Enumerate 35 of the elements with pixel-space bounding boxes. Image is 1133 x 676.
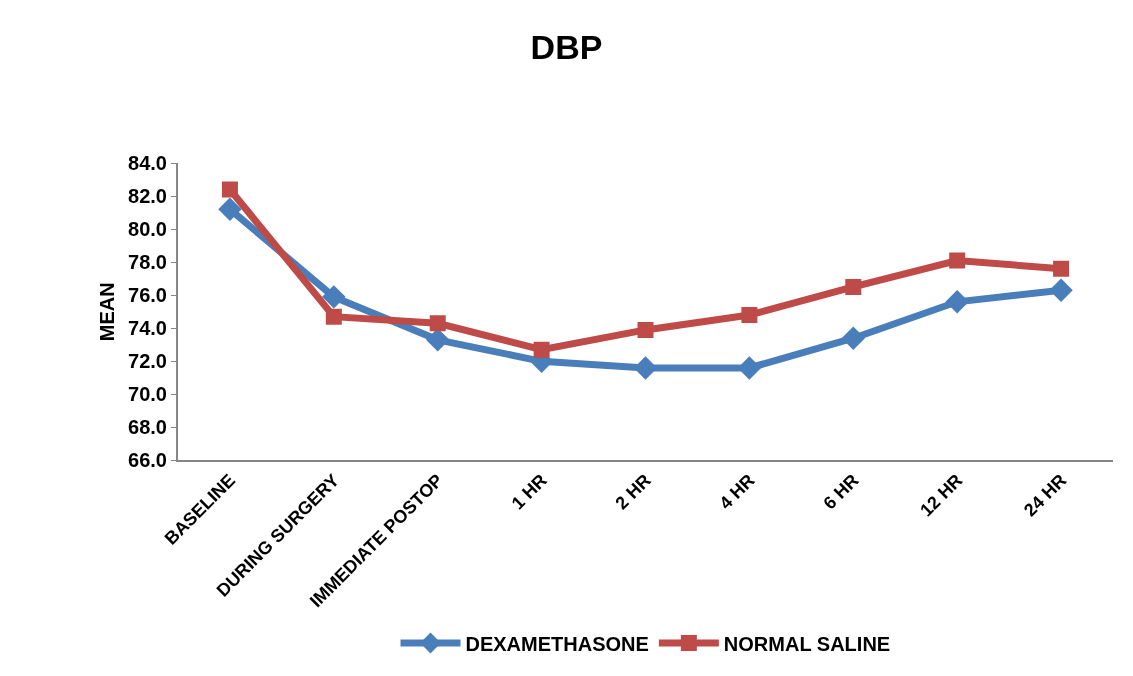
point <box>322 285 346 309</box>
legend-label: NORMAL SALINE <box>723 632 891 655</box>
point <box>945 290 969 314</box>
point <box>845 278 862 295</box>
point <box>218 197 242 221</box>
y-tick-label: 76.0 <box>128 284 167 307</box>
y-tick-label: 82.0 <box>128 185 167 208</box>
x-tick-label: 4 HR <box>715 470 759 514</box>
point <box>325 308 342 325</box>
x-tick-label: 2 HR <box>611 470 655 514</box>
x-tick-label: 6 HR <box>819 470 863 514</box>
point <box>841 326 865 350</box>
y-tick-label: 70.0 <box>128 383 167 406</box>
point <box>533 341 550 358</box>
point <box>741 307 758 324</box>
x-tick-label: 12 HR <box>916 470 967 521</box>
point <box>221 181 238 198</box>
point <box>1053 260 1070 277</box>
y-tick-label: 80.0 <box>128 218 167 241</box>
chart-title: DBP <box>530 28 603 67</box>
x-tick-label: 1 HR <box>507 470 551 514</box>
y-tick-label: 74.0 <box>128 317 167 340</box>
y-tick-label: 66.0 <box>128 449 167 472</box>
point <box>1049 278 1073 302</box>
y-tick-label: 68.0 <box>128 416 167 439</box>
y-tick-label: 84.0 <box>128 152 167 174</box>
point <box>637 321 654 338</box>
point <box>429 315 446 332</box>
point <box>949 252 966 269</box>
y-tick-label: 78.0 <box>128 251 167 274</box>
y-axis-title: MEAN <box>96 282 119 342</box>
point <box>426 328 450 352</box>
legend-label: DEXAMETHASONE <box>465 632 649 655</box>
x-tick-label: 24 HR <box>1020 470 1071 521</box>
y-tick-label: 72.0 <box>128 350 167 373</box>
